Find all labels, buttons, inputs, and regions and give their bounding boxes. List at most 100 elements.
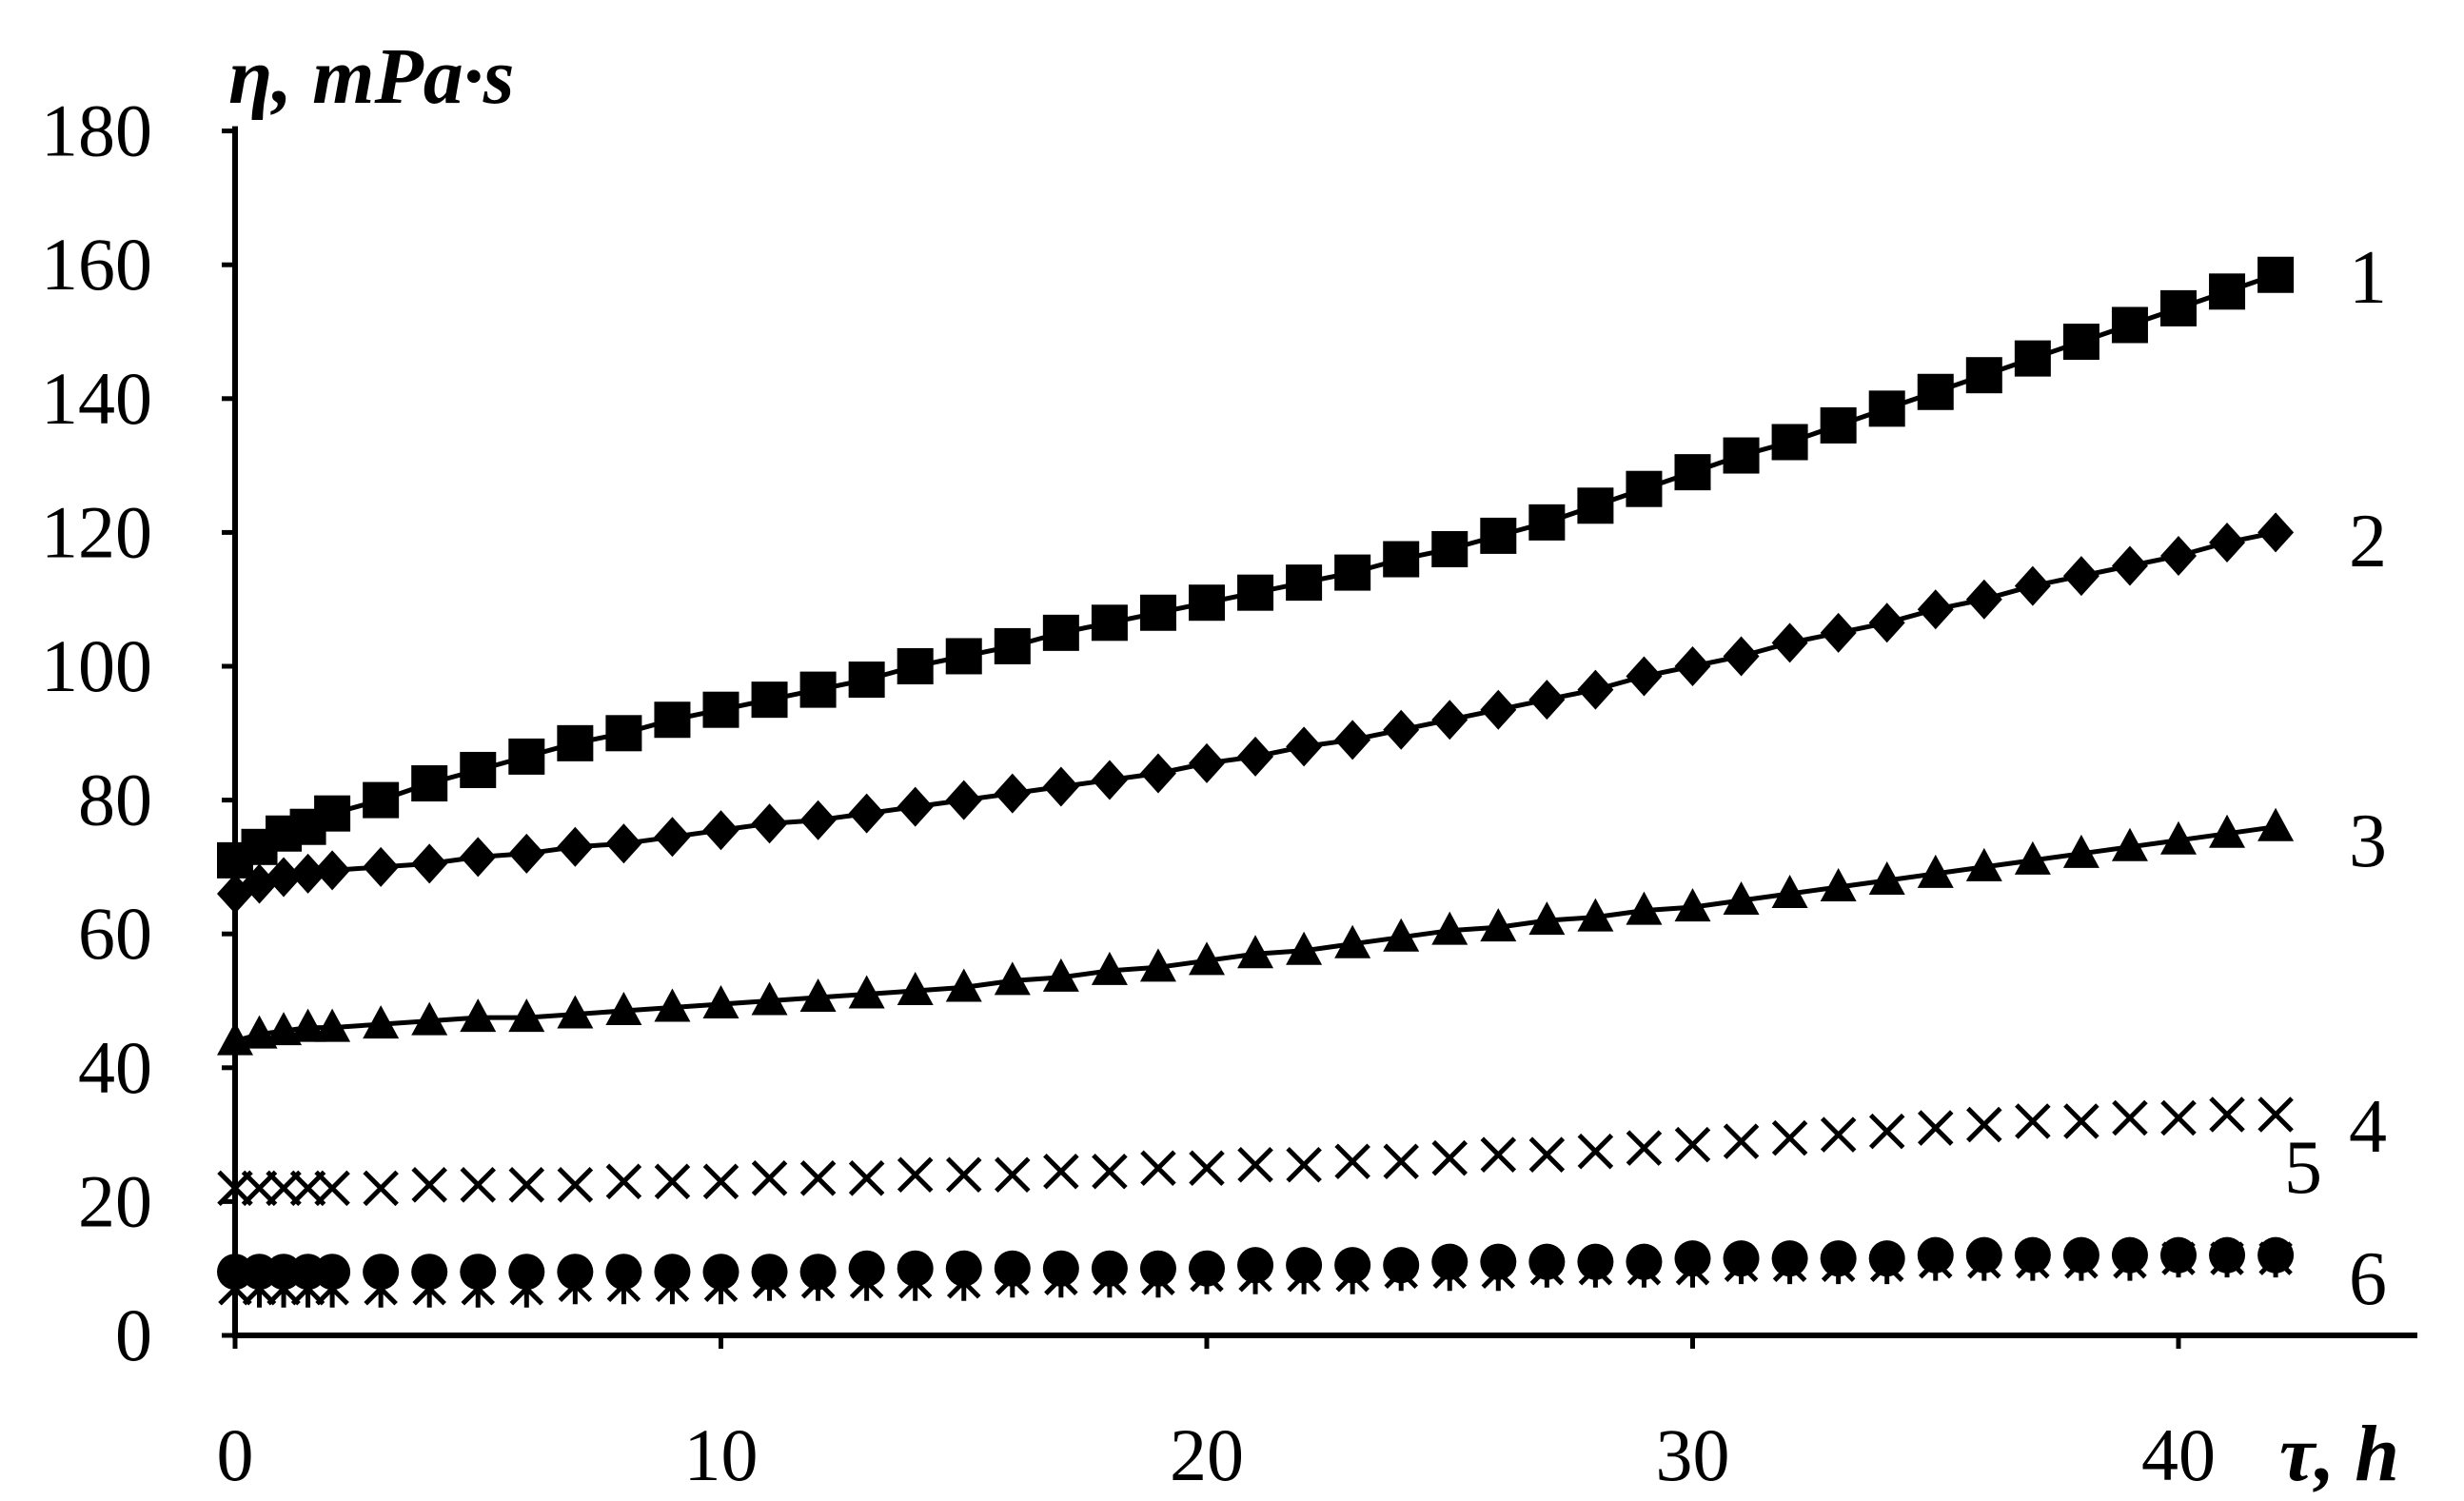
data-point (1139, 594, 1176, 631)
data-point (848, 793, 885, 834)
data-point (508, 1167, 545, 1203)
data-point (702, 1254, 739, 1291)
data-point (1092, 1154, 1128, 1190)
y-tick-label: 160 (41, 223, 152, 306)
plot-area (217, 256, 2295, 1308)
data-point (1140, 1150, 1176, 1187)
data-point (2062, 324, 2099, 361)
data-point (1723, 1240, 1760, 1277)
data-point (2062, 834, 2099, 868)
data-point (460, 837, 497, 878)
data-point (2257, 1096, 2294, 1133)
data-point (1528, 504, 1566, 541)
axes (232, 126, 2417, 1338)
data-point (897, 786, 934, 827)
data-point (1237, 1247, 1274, 1284)
x-tick-label: 20 (1170, 1413, 1244, 1496)
data-point (1480, 1243, 1517, 1280)
data-point (411, 1001, 448, 1036)
data-point (1431, 1139, 1469, 1176)
data-point (1334, 720, 1371, 760)
data-point (2257, 512, 2295, 553)
data-point (2062, 556, 2099, 597)
data-point (1965, 579, 2002, 620)
data-point (1528, 901, 1566, 936)
data-point (1237, 736, 1274, 777)
series-3 (217, 807, 2295, 1056)
data-point (314, 1170, 350, 1207)
data-point (945, 638, 982, 675)
data-point (799, 1160, 837, 1196)
data-point (995, 1156, 1031, 1194)
data-point (994, 773, 1031, 814)
data-point (1189, 1150, 1225, 1187)
data-point (1577, 1243, 1614, 1280)
data-point (1674, 646, 1711, 686)
data-point (1286, 726, 1323, 767)
series-label-6: 6 (2349, 1237, 2387, 1321)
data-point (605, 715, 642, 752)
data-point (1917, 373, 1954, 410)
data-point (1577, 487, 1614, 524)
data-point (363, 1254, 400, 1291)
data-point (1286, 1146, 1322, 1183)
data-point (2160, 289, 2197, 326)
data-point (897, 648, 934, 684)
x-tick-label: 10 (684, 1413, 759, 1496)
x-axis-title: τ, h (2279, 1410, 2399, 1498)
data-point (1626, 891, 1663, 925)
data-point (460, 751, 497, 788)
data-point (2209, 273, 2246, 310)
data-point (508, 1254, 545, 1291)
data-point (945, 1250, 982, 1287)
data-point (1868, 390, 1905, 427)
data-point (1820, 1240, 1857, 1277)
data-point (289, 1008, 326, 1042)
data-point (1431, 1243, 1469, 1280)
data-point (799, 671, 837, 708)
data-point (2257, 256, 2295, 293)
data-point (1237, 574, 1274, 611)
data-point (1626, 1130, 1663, 1166)
data-point (1771, 424, 1808, 461)
data-point (1528, 680, 1566, 721)
data-point (1674, 888, 1711, 922)
data-point (1965, 1236, 2002, 1274)
data-point (1577, 898, 1614, 932)
series-label-1: 1 (2349, 236, 2387, 320)
data-point (1334, 1143, 1370, 1179)
data-point (411, 1167, 447, 1203)
data-point (1091, 951, 1128, 985)
y-tick-label: 180 (41, 89, 152, 172)
series-1 (217, 256, 2295, 879)
data-point (508, 833, 545, 874)
data-point (1820, 612, 1857, 653)
data-point (751, 1160, 788, 1196)
data-point (1042, 1250, 1079, 1287)
data-point (1383, 541, 1420, 578)
data-point (1528, 1243, 1566, 1280)
data-point (1626, 1243, 1663, 1280)
data-point (751, 803, 788, 844)
series-labels: 1 2 3 456 (2284, 236, 2387, 1321)
data-point (848, 1250, 885, 1287)
data-point (2209, 814, 2246, 848)
data-point (702, 691, 739, 728)
data-point (1091, 604, 1128, 642)
data-point (2014, 840, 2051, 875)
data-point (1334, 1247, 1371, 1284)
data-point (314, 1254, 351, 1291)
data-point (1723, 1123, 1760, 1159)
data-point (2111, 306, 2148, 344)
data-point (1965, 357, 2002, 394)
data-point (1577, 1133, 1614, 1170)
data-point (751, 681, 788, 719)
data-point (897, 1156, 934, 1194)
series-label-3: 3 (2349, 800, 2387, 883)
data-point (2160, 1236, 2197, 1274)
data-point (799, 800, 837, 840)
data-point (314, 1008, 351, 1042)
data-point (848, 1160, 885, 1196)
data-point (751, 981, 788, 1016)
x-tick-label: 40 (2141, 1413, 2216, 1496)
